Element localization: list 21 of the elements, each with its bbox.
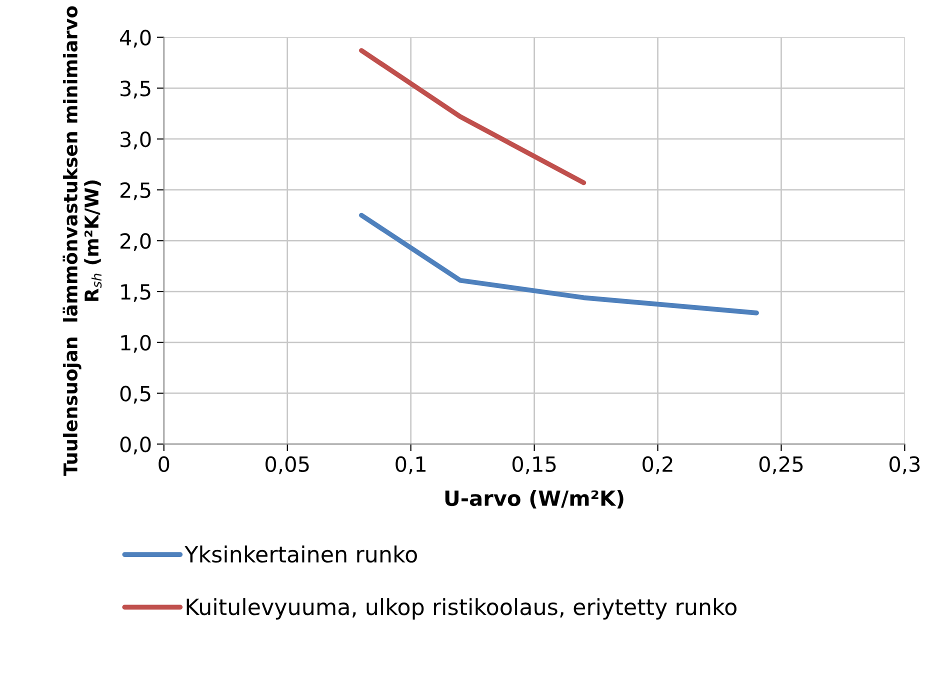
y-tick-label: 4,0 — [120, 30, 151, 48]
y-tick-label: 0,5 — [120, 386, 150, 404]
x-tick-label: 0,15 — [512, 456, 556, 474]
line-series — [359, 212, 759, 316]
x-axis-title: U-arvo (W/m²K) — [445, 490, 624, 509]
y-tick-label: 3,5 — [120, 80, 150, 98]
x-tick-label: 0,1 — [396, 456, 426, 474]
y-tick-label: 0,0 — [120, 436, 151, 454]
y-tick-label: 2,0 — [120, 233, 151, 252]
legend-label: Kuitulevyuuma, ulkop ristikoolaus, eriytetty runko — [186, 598, 736, 620]
x-tick-label: 0,3 — [890, 456, 920, 474]
x-tick-label: 0 — [158, 456, 170, 472]
y-axis-title: Tuulensuojan lämmönvastuksen minimiarvo R$_{sh}$ (m²K/W) — [62, 6, 102, 476]
legend-label: Yksinkertainen runko — [184, 545, 417, 563]
y-tick-label: 1,5 — [121, 284, 150, 302]
x-tick-label: 0,2 — [642, 456, 672, 474]
y-tick-label: 3,0 — [120, 131, 151, 150]
x-tick-label: 0,25 — [759, 456, 803, 474]
x-tick-label: 0,05 — [266, 456, 309, 474]
y-tick-label: 2,5 — [120, 182, 150, 200]
y-tick-label: 1,0 — [121, 334, 151, 353]
